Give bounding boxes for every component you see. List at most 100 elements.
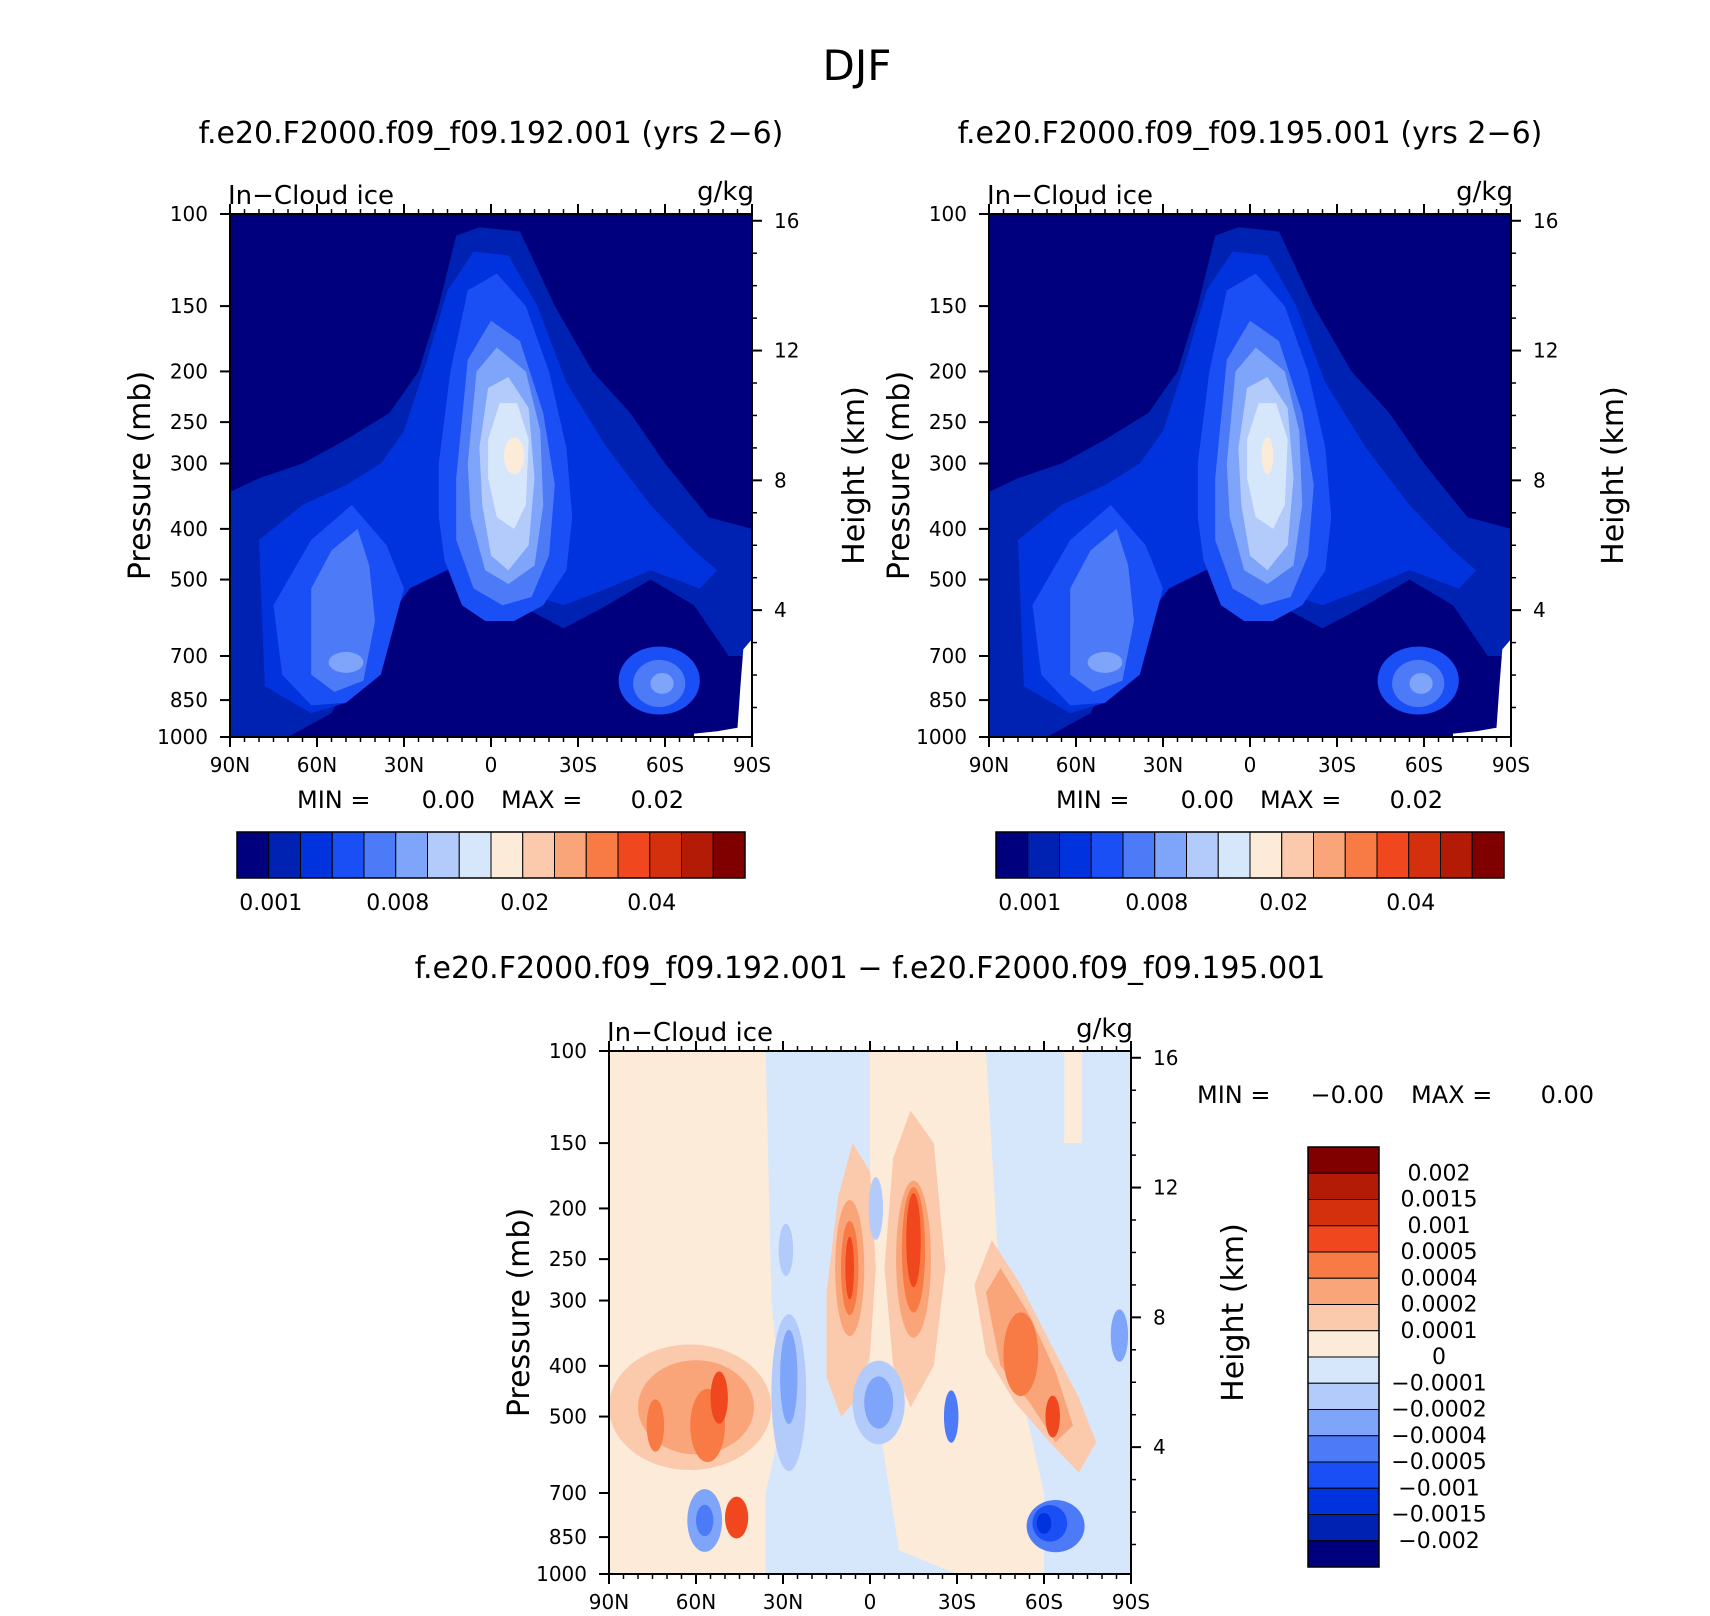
min-value: 0.00 bbox=[422, 786, 475, 814]
panel-model-195: f.e20.F2000.f09_f09.195.001 (yrs 2−6) 100… bbox=[882, 116, 1631, 916]
min-value: −0.00 bbox=[1310, 1081, 1384, 1109]
colorbar-label: 0 bbox=[1432, 1345, 1446, 1370]
pressure-tick-label: 850 bbox=[170, 688, 208, 712]
lat-tick-label: 0 bbox=[864, 1590, 877, 1614]
pos-trop2-3 bbox=[906, 1193, 921, 1288]
y-axis-label-right: Height (km) bbox=[837, 386, 872, 565]
colorbar-cell bbox=[1307, 1172, 1380, 1200]
colorbar-cell bbox=[300, 831, 333, 879]
height-tick-label: 16 bbox=[1533, 209, 1558, 233]
colorbar-label: 0.04 bbox=[627, 891, 676, 916]
colorbar-label: 0.02 bbox=[500, 891, 549, 916]
pressure-tick-label: 1000 bbox=[157, 725, 208, 749]
colorbar-cell bbox=[1307, 1514, 1380, 1542]
colorbar-cell bbox=[1307, 1225, 1380, 1253]
colorbar-cell bbox=[268, 831, 301, 879]
colorbar-cell bbox=[1307, 1356, 1380, 1384]
panel-title: f.e20.F2000.f09_f09.195.001 (yrs 2−6) bbox=[958, 116, 1543, 151]
lat-tick-label: 0 bbox=[1244, 753, 1257, 777]
colorbar-cell bbox=[236, 831, 270, 879]
lat-tick-label: 30N bbox=[384, 753, 424, 777]
colorbar-cell bbox=[1307, 1409, 1380, 1437]
panel-title: f.e20.F2000.f09_f09.192.001 − f.e20.F200… bbox=[415, 951, 1326, 986]
pressure-tick-label: 100 bbox=[549, 1039, 587, 1063]
pressure-tick-label: 200 bbox=[170, 359, 208, 383]
colorbar-cell bbox=[995, 831, 1029, 879]
colorbar-cell bbox=[1408, 831, 1441, 879]
panel-model-192: f.e20.F2000.f09_f09.192.001 (yrs 2−6) 100… bbox=[123, 116, 872, 916]
units-label: g/kg bbox=[1456, 177, 1513, 207]
max-label: MAX = bbox=[1260, 786, 1341, 814]
lat-tick-label: 30S bbox=[938, 1590, 976, 1614]
colorbar-cell bbox=[490, 831, 524, 879]
variable-label: In−Cloud ice bbox=[987, 181, 1153, 211]
panel-title: f.e20.F2000.f09_f09.192.001 (yrs 2−6) bbox=[199, 116, 784, 151]
pos-sh-3 bbox=[1045, 1395, 1060, 1438]
pressure-tick-label: 500 bbox=[929, 568, 967, 592]
colorbar-cell bbox=[1344, 831, 1378, 879]
max-value: 0.02 bbox=[631, 786, 684, 814]
pressure-tick-label: 700 bbox=[170, 644, 208, 668]
lat-tick-label: 30N bbox=[1143, 753, 1183, 777]
height-tick-label: 4 bbox=[774, 598, 787, 622]
colorbar-label: 0.008 bbox=[1125, 891, 1188, 916]
height-tick-label: 12 bbox=[1153, 1176, 1178, 1200]
height-tick-label: 12 bbox=[774, 339, 799, 363]
y-axis-label-right: Height (km) bbox=[1596, 386, 1631, 565]
colorbar-label: −0.0002 bbox=[1391, 1398, 1486, 1423]
neg-nh-mid-10 bbox=[780, 1329, 798, 1425]
colorbar-cell bbox=[1249, 831, 1283, 879]
colorbar-cell bbox=[1059, 831, 1092, 879]
pressure-tick-label: 400 bbox=[549, 1354, 587, 1378]
colorbar-frame bbox=[236, 831, 746, 879]
variable-label: In−Cloud ice bbox=[228, 181, 394, 211]
lat-tick-label: 60N bbox=[1056, 753, 1096, 777]
lat-tick-label: 60S bbox=[1405, 753, 1443, 777]
colorbar-cell bbox=[712, 831, 746, 879]
colorbar-cell bbox=[1307, 1304, 1380, 1332]
y-axis-label-right: Height (km) bbox=[1216, 1223, 1251, 1402]
colorbar-cell bbox=[1186, 831, 1219, 879]
pressure-tick-label: 1000 bbox=[916, 725, 967, 749]
colorbar-frame bbox=[1307, 1146, 1380, 1568]
colorbar-label: −0.002 bbox=[1398, 1529, 1479, 1554]
pressure-tick-label: 700 bbox=[549, 1481, 587, 1505]
contour-level-4-nh bbox=[1070, 528, 1134, 692]
colorbar-cell bbox=[1307, 1199, 1380, 1227]
pressure-tick-label: 300 bbox=[549, 1289, 587, 1313]
colorbar-cell bbox=[1090, 831, 1124, 879]
height-tick-label: 8 bbox=[1533, 468, 1546, 492]
colorbar-cell bbox=[427, 831, 460, 879]
height-tick-label: 8 bbox=[1153, 1305, 1166, 1329]
pressure-tick-label: 850 bbox=[929, 688, 967, 712]
missing-data-antarctica bbox=[694, 639, 752, 737]
pressure-tick-label: 150 bbox=[170, 294, 208, 318]
colorbar-cell bbox=[554, 831, 587, 879]
neg-sh-low-13 bbox=[1036, 1512, 1052, 1534]
colorbar-cell bbox=[331, 831, 365, 879]
pos-trop1-3 bbox=[845, 1236, 855, 1300]
colorbar-cell bbox=[585, 831, 619, 879]
colorbar-label: 0.001 bbox=[998, 891, 1061, 916]
pressure-tick-label: 250 bbox=[549, 1247, 587, 1271]
max-label: MAX = bbox=[1411, 1081, 1492, 1109]
lat-tick-label: 60S bbox=[1025, 1590, 1063, 1614]
panel-difference: f.e20.F2000.f09_f09.192.001 − f.e20.F200… bbox=[415, 951, 1594, 1614]
pressure-tick-label: 400 bbox=[170, 517, 208, 541]
pressure-tick-label: 300 bbox=[170, 452, 208, 476]
pressure-tick-label: 200 bbox=[549, 1196, 587, 1220]
colorbar-label: −0.0004 bbox=[1391, 1424, 1486, 1449]
lat-tick-label: 30N bbox=[763, 1590, 803, 1614]
colorbar-cell bbox=[458, 831, 492, 879]
colorbar-cell bbox=[1027, 831, 1060, 879]
colorbar-cell bbox=[1376, 831, 1410, 879]
max-value: 0.02 bbox=[1390, 786, 1443, 814]
colorbar-label: −0.0015 bbox=[1391, 1503, 1486, 1528]
pos-sh-4 bbox=[1003, 1312, 1039, 1397]
lat-tick-label: 90S bbox=[1112, 1590, 1150, 1614]
pos-nh-3 bbox=[710, 1371, 728, 1424]
colorbar-cell bbox=[1307, 1435, 1380, 1463]
figure-title: DJF bbox=[823, 41, 892, 90]
neg-upper-9 bbox=[868, 1177, 884, 1240]
lat-tick-label: 30S bbox=[1318, 753, 1356, 777]
